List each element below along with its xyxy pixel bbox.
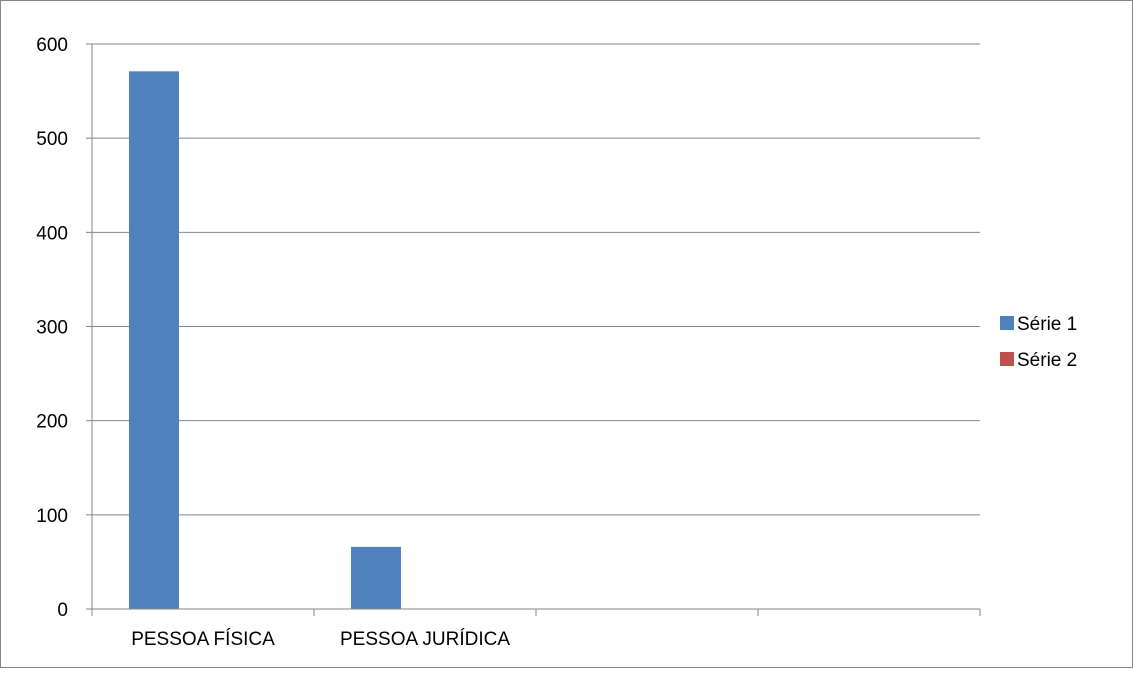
legend-swatch-series-2 — [1000, 352, 1014, 366]
y-tick-label: 200 — [36, 412, 68, 433]
axes — [86, 43, 981, 616]
y-tick-label: 600 — [36, 35, 68, 56]
legend-label-series-2: Série 2 — [1017, 350, 1077, 371]
bar-series-1-1 — [351, 546, 401, 609]
legend-swatch-series-1 — [1000, 316, 1014, 330]
legend: Série 1 Série 2 — [1000, 314, 1077, 371]
x-tick-label: PESSOA FÍSICA — [131, 629, 275, 650]
y-tick-label: 400 — [36, 223, 68, 244]
x-tick-labels: PESSOA FÍSICA PESSOA JURÍDICA — [131, 629, 510, 650]
gridlines — [92, 43, 980, 516]
bars — [129, 71, 401, 609]
y-tick-label: 0 — [57, 600, 68, 621]
y-tick-label: 500 — [36, 129, 68, 150]
legend-label-series-1: Série 1 — [1017, 314, 1077, 335]
x-tick-label: PESSOA JURÍDICA — [340, 629, 510, 650]
y-tick-labels: 0 100 200 300 400 500 600 — [36, 35, 68, 621]
bar-series-1-0 — [129, 71, 179, 609]
y-tick-label: 300 — [36, 318, 68, 339]
y-tick-label: 100 — [36, 506, 68, 527]
